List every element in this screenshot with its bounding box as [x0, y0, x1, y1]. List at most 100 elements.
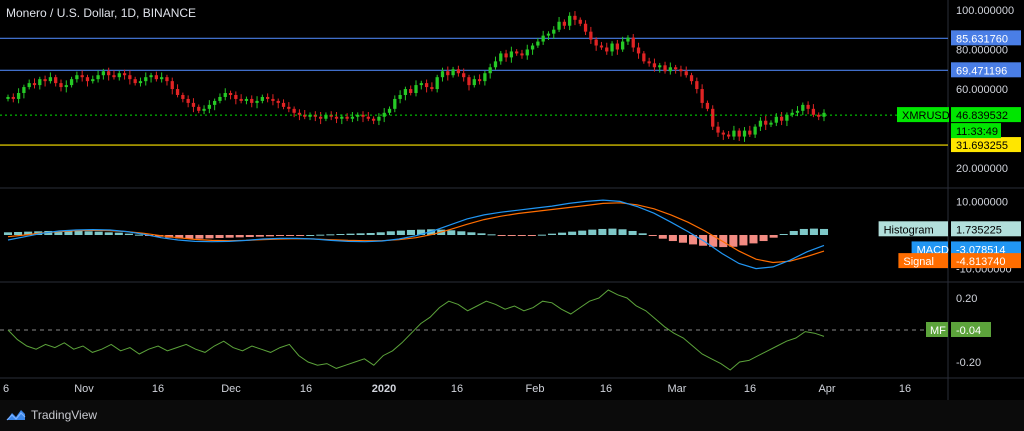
mf-axis-tick: -0.20 [956, 357, 981, 369]
histogram-bar [326, 234, 335, 236]
candle-body [499, 53, 503, 62]
candle-body [621, 41, 625, 50]
candle-body [610, 43, 614, 52]
time-axis-tick: 16 [152, 383, 164, 395]
histogram-bar [487, 234, 496, 236]
candle-body [472, 79, 476, 86]
candle-body [493, 61, 498, 68]
histogram-bar [376, 232, 385, 235]
candle-body [525, 49, 529, 56]
histogram-bar [789, 230, 798, 235]
time-axis-tick: 16 [899, 383, 911, 395]
histogram-bar [477, 233, 486, 235]
candle-body [599, 45, 604, 48]
candle-body [22, 87, 26, 94]
histogram-bar [255, 235, 264, 237]
histogram-bar [356, 233, 365, 235]
candle-body [557, 21, 561, 30]
histogram-bar [558, 232, 567, 235]
candle-body [160, 77, 164, 80]
histogram-bar [54, 230, 63, 235]
histogram-bar [24, 231, 33, 235]
candle-body [695, 81, 699, 90]
histogram-bar [74, 230, 83, 235]
candle-body [530, 45, 535, 50]
mf-line [7, 289, 825, 371]
candle-body [541, 35, 545, 42]
candle-body [679, 69, 683, 72]
histogram-bar [205, 235, 214, 239]
histogram-bar [386, 231, 395, 235]
histogram-bar [749, 235, 758, 244]
candle-body [165, 77, 169, 82]
candle-body [568, 15, 572, 26]
candle-body [658, 65, 662, 68]
candle-body [318, 116, 323, 119]
candle-body [726, 134, 731, 137]
macd-line [7, 199, 825, 270]
series-value-box [951, 241, 1021, 257]
candle-body [303, 114, 307, 117]
candle-body [716, 126, 720, 133]
candle-body [128, 75, 132, 80]
histogram-bar [3, 232, 13, 235]
histogram-bar [134, 234, 143, 236]
candle-body [27, 83, 31, 88]
histogram-bar [396, 230, 405, 235]
candle-body [605, 47, 609, 52]
candle-body [552, 29, 556, 34]
candle-body [96, 75, 100, 80]
candle-body [244, 98, 249, 101]
tradingview-logo[interactable]: TradingView [6, 408, 97, 422]
price-axis-tick: 80.000000 [956, 44, 1008, 56]
candle-body [292, 108, 296, 113]
histogram-bar [719, 235, 728, 248]
histogram-bar [729, 235, 738, 247]
histogram-bar [457, 231, 466, 235]
histogram-bar [769, 235, 778, 238]
mf-axis-tick: 0.20 [956, 293, 977, 305]
candle-body [769, 122, 773, 125]
candle-body [801, 104, 805, 111]
candle-body [562, 21, 567, 26]
candle-body [80, 75, 84, 78]
candle-body [69, 79, 74, 86]
candle-body [440, 71, 445, 78]
time-axis-tick: Mar [668, 383, 687, 395]
candle-body [38, 79, 42, 86]
candle-body [207, 104, 211, 109]
candle-body [107, 71, 111, 76]
candle-body [308, 114, 312, 117]
series-value-label: -0.04 [956, 325, 981, 337]
candle-body [101, 71, 106, 76]
histogram-bar [306, 235, 315, 236]
candle-body [785, 114, 789, 121]
histogram-bar [638, 233, 647, 235]
candle-body [361, 114, 365, 117]
candle-body [265, 96, 270, 99]
candle-body [817, 114, 821, 117]
candle-body [43, 79, 47, 82]
candle-body [520, 53, 524, 56]
candle-body [700, 89, 704, 103]
histogram-bar [427, 229, 436, 235]
candle-body [647, 61, 651, 64]
histogram-bar [346, 233, 355, 235]
candle-body [806, 104, 810, 109]
level-label: 85.631760 [956, 33, 1008, 45]
candle-body [64, 85, 68, 88]
histogram-bar [64, 230, 73, 235]
candle-body [795, 110, 800, 113]
level-label: 31.693255 [956, 140, 1008, 152]
candle-body [250, 98, 254, 103]
candle-body [181, 94, 185, 99]
histogram-bar [799, 228, 808, 235]
candle-body [133, 79, 137, 84]
histogram-bar [759, 235, 768, 242]
candle-body [287, 106, 291, 109]
time-axis-tick: Nov [74, 383, 94, 395]
candle-body [684, 71, 688, 76]
series-name-box [878, 221, 948, 237]
